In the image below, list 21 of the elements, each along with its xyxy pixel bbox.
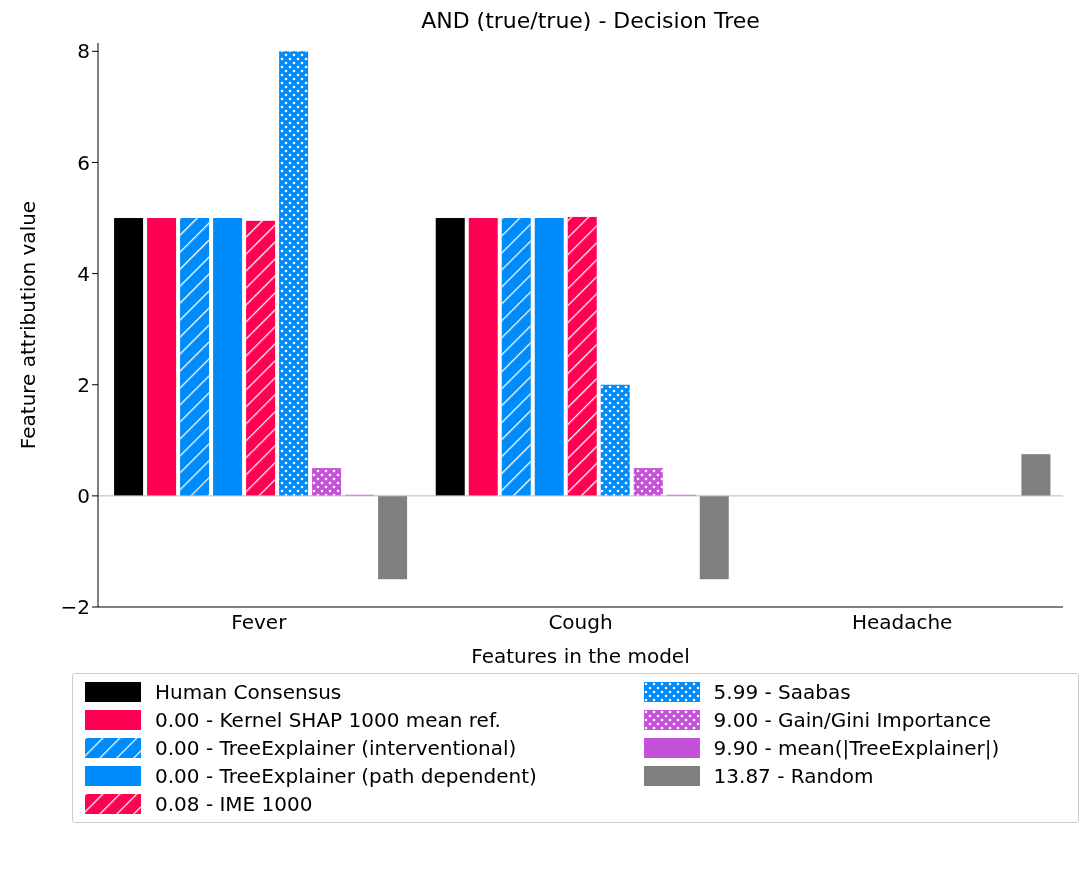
y-axis-title: Feature attribution value [16, 200, 41, 450]
legend-label: 9.90 - mean(|TreeExplainer|) [713, 736, 1000, 760]
legend-label: 0.00 - TreeExplainer (interventional) [155, 736, 517, 760]
legend-label: 0.00 - Kernel SHAP 1000 mean ref. [155, 708, 501, 732]
y-tick-label: 6 [77, 150, 90, 175]
y-tick-label: −2 [60, 595, 90, 620]
legend-label: 0.08 - IME 1000 [155, 792, 313, 816]
legend-label: 0.00 - TreeExplainer (path dependent) [155, 764, 537, 788]
y-tick-label: 8 [77, 39, 90, 64]
legend-label: 9.00 - Gain/Gini Importance [713, 708, 992, 732]
y-tick-label: 0 [77, 483, 90, 508]
legend-label: 5.99 - Saabas [713, 680, 851, 704]
x-tick-label: Cough [548, 610, 613, 635]
legend-label: 13.87 - Random [713, 764, 874, 788]
x-tick-label: Fever [231, 610, 288, 635]
legend-label: Human Consensus [155, 680, 342, 704]
x-tick-label: Headache [851, 610, 953, 635]
chart-title: AND (true/true) - Decision Tree [420, 8, 761, 33]
y-tick-label: 2 [77, 372, 90, 397]
y-tick-label: 4 [77, 261, 90, 286]
x-axis-title: Features in the model [471, 644, 690, 668]
